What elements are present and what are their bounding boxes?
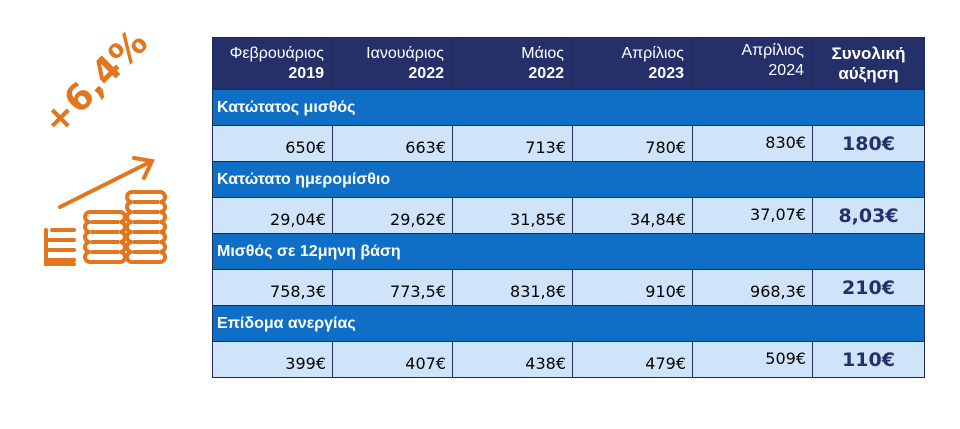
group-row: Μισθός σε 12μηνη βάση [212, 233, 925, 270]
table-cell: 31,85€ [452, 197, 573, 234]
table-row: 29,04€ 29,62€ 31,85€ 34,84€ 37,07€ 8,03€ [212, 197, 925, 234]
group-row: Κατώτατος μισθός [212, 89, 925, 126]
table-cell: 831,8€ [452, 269, 573, 306]
header-cell: Απρίλιος 2024 [692, 37, 813, 90]
table-cell: 399€ [212, 341, 333, 378]
wage-table: Φεβρουάριος 2019 Ιανουάριος 2022 Μάιος 2022… [212, 37, 925, 378]
table-cell: 509€ [692, 341, 813, 378]
table-cell: 758,3€ [212, 269, 333, 306]
table-cell: 34,84€ [572, 197, 693, 234]
group-label: Επίδομα ανεργίας [212, 305, 925, 342]
table-cell: 37,07€ [692, 197, 813, 234]
total-cell: 210€ [812, 269, 925, 306]
group-label: Κατώτατος μισθός [212, 89, 925, 126]
table-cell: 650€ [212, 125, 333, 162]
header-cell: Μάιος 2022 [452, 37, 573, 90]
total-cell: 110€ [812, 341, 925, 378]
table-cell: 713€ [452, 125, 573, 162]
table-row: 758,3€ 773,5€ 831,8€ 910€ 968,3€ 210€ [212, 269, 925, 306]
table-cell: 29,04€ [212, 197, 333, 234]
total-cell: 180€ [812, 125, 925, 162]
table-cell: 438€ [452, 341, 573, 378]
total-header-cell: Συνολική αύξηση [812, 37, 925, 90]
header-row: Φεβρουάριος 2019 Ιανουάριος 2022 Μάιος 2022… [212, 37, 925, 90]
growth-graphic: +6,4% [30, 22, 180, 282]
group-label: Μισθός σε 12μηνη βάση [212, 233, 925, 270]
table-cell: 780€ [572, 125, 693, 162]
table-cell: 663€ [332, 125, 453, 162]
table-cell: 407€ [332, 341, 453, 378]
group-row: Επίδομα ανεργίας [212, 305, 925, 342]
table-cell: 773,5€ [332, 269, 453, 306]
table-cell: 830€ [692, 125, 813, 162]
table-cell: 910€ [572, 269, 693, 306]
header-cell: Φεβρουάριος 2019 [212, 37, 333, 90]
header-cell: Ιανουάριος 2022 [332, 37, 453, 90]
header-cell: Απρίλιος 2023 [572, 37, 693, 90]
group-label: Κατώτατο ημερομίσθιο [212, 161, 925, 198]
table-cell: 29,62€ [332, 197, 453, 234]
total-cell: 8,03€ [812, 197, 925, 234]
coins-growth-arrow-icon [44, 156, 167, 266]
group-row: Κατώτατο ημερομίσθιο [212, 161, 925, 198]
table-row: 650€ 663€ 713€ 780€ 830€ 180€ [212, 125, 925, 162]
table-cell: 479€ [572, 341, 693, 378]
table-row: 399€ 407€ 438€ 479€ 509€ 110€ [212, 341, 925, 378]
table-cell: 968,3€ [692, 269, 813, 306]
